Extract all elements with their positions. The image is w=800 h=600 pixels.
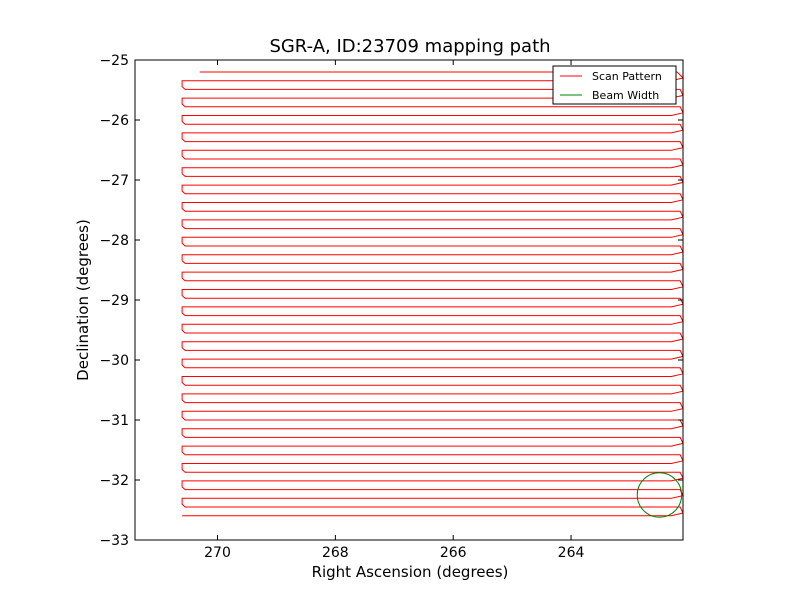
- y-tick-label: −28: [99, 233, 129, 249]
- y-tick-label: −30: [99, 353, 129, 369]
- x-tick-label: 264: [558, 545, 585, 561]
- y-tick-label: −25: [99, 53, 129, 69]
- x-tick-label: 266: [440, 545, 467, 561]
- y-tick-label: −31: [99, 413, 129, 429]
- x-tick-label: 268: [322, 545, 349, 561]
- y-tick-label: −29: [99, 293, 129, 309]
- x-axis-label: Right Ascension (degrees): [312, 563, 509, 581]
- chart-title: SGR-A, ID:23709 mapping path: [269, 36, 550, 57]
- legend-label-beam-width: Beam Width: [592, 89, 659, 102]
- y-tick-label: −33: [99, 533, 129, 549]
- plot-area: [181, 71, 684, 518]
- y-axis-label: Declination (degrees): [74, 219, 92, 381]
- series-beam-width: [636, 472, 683, 518]
- legend-box: [552, 65, 677, 105]
- y-axis: −25 −26 −27 −28 −29 −30 −31 −32 −33: [99, 53, 683, 549]
- y-tick-label: −26: [99, 113, 129, 129]
- y-tick-label: −27: [99, 173, 129, 189]
- x-tick-label: 270: [204, 545, 231, 561]
- y-tick-label: −32: [99, 473, 129, 489]
- legend: Scan Pattern Beam Width: [552, 65, 677, 105]
- series-scan-pattern: [181, 71, 684, 517]
- plot-frame: [134, 59, 684, 541]
- x-axis: 270 268 266 264: [204, 60, 584, 561]
- legend-label-scan-pattern: Scan Pattern: [592, 70, 662, 83]
